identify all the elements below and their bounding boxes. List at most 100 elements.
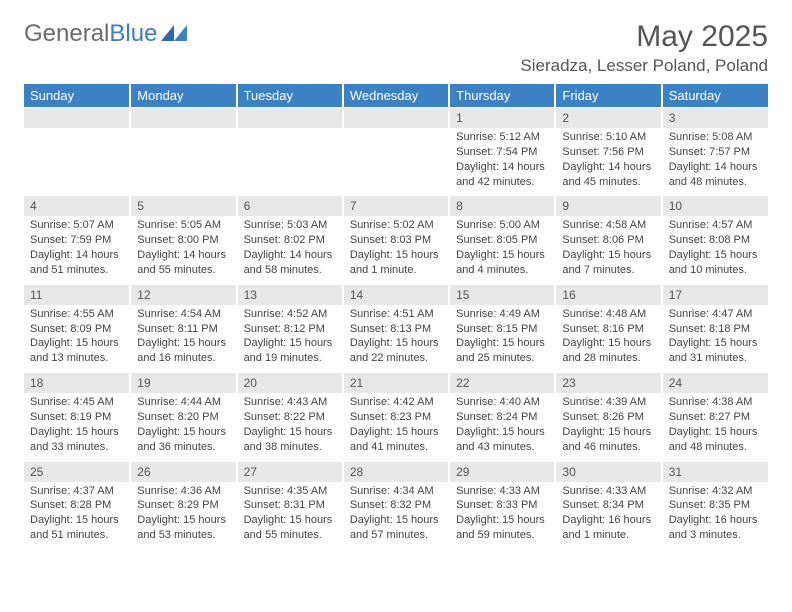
daylight-text: Daylight: 15 hours and 25 minutes. xyxy=(456,336,548,366)
date-number-row: 18192021222324 xyxy=(24,373,768,394)
day-number: 23 xyxy=(555,373,661,394)
day-number: 2 xyxy=(555,108,661,129)
day-info: Sunrise: 4:42 AMSunset: 8:23 PMDaylight:… xyxy=(343,393,449,461)
day-info: Sunrise: 4:49 AMSunset: 8:15 PMDaylight:… xyxy=(449,305,555,373)
day-number: 29 xyxy=(449,461,555,482)
sunrise-text: Sunrise: 5:10 AM xyxy=(562,130,654,145)
daylight-text: Daylight: 15 hours and 31 minutes. xyxy=(669,336,762,366)
sunrise-text: Sunrise: 4:42 AM xyxy=(350,395,442,410)
day-info: Sunrise: 4:33 AMSunset: 8:33 PMDaylight:… xyxy=(449,482,555,549)
sunrise-text: Sunrise: 4:37 AM xyxy=(30,484,123,499)
calendar-table: SundayMondayTuesdayWednesdayThursdayFrid… xyxy=(24,84,768,549)
daylight-text: Daylight: 14 hours and 42 minutes. xyxy=(456,160,548,190)
sunrise-text: Sunrise: 4:34 AM xyxy=(350,484,442,499)
sunset-text: Sunset: 7:59 PM xyxy=(30,233,123,248)
day-number: 14 xyxy=(343,284,449,305)
sunrise-text: Sunrise: 5:12 AM xyxy=(456,130,548,145)
sunset-text: Sunset: 8:19 PM xyxy=(30,410,123,425)
sunset-text: Sunset: 8:11 PM xyxy=(137,322,229,337)
day-number: 16 xyxy=(555,284,661,305)
sunrise-text: Sunrise: 4:47 AM xyxy=(669,307,762,322)
daylight-text: Daylight: 15 hours and 43 minutes. xyxy=(456,425,548,455)
day-number: 17 xyxy=(662,284,768,305)
sunset-text: Sunset: 8:29 PM xyxy=(137,498,229,513)
daylight-text: Daylight: 15 hours and 57 minutes. xyxy=(350,513,442,543)
date-info-row: Sunrise: 4:37 AMSunset: 8:28 PMDaylight:… xyxy=(24,482,768,549)
day-number: 10 xyxy=(662,196,768,217)
sunset-text: Sunset: 8:34 PM xyxy=(562,498,654,513)
triangle-icon xyxy=(161,20,187,48)
day-number: 7 xyxy=(343,196,449,217)
day-header: Saturday xyxy=(662,84,768,108)
sunset-text: Sunset: 8:05 PM xyxy=(456,233,548,248)
daylight-text: Daylight: 15 hours and 59 minutes. xyxy=(456,513,548,543)
day-info: Sunrise: 4:57 AMSunset: 8:08 PMDaylight:… xyxy=(662,216,768,284)
day-header: Friday xyxy=(555,84,661,108)
day-header: Tuesday xyxy=(237,84,343,108)
day-info: Sunrise: 4:34 AMSunset: 8:32 PMDaylight:… xyxy=(343,482,449,549)
day-info: Sunrise: 5:00 AMSunset: 8:05 PMDaylight:… xyxy=(449,216,555,284)
day-number: 6 xyxy=(237,196,343,217)
sunset-text: Sunset: 8:33 PM xyxy=(456,498,548,513)
day-header: Sunday xyxy=(24,84,130,108)
sunset-text: Sunset: 8:13 PM xyxy=(350,322,442,337)
sunset-text: Sunset: 7:54 PM xyxy=(456,145,548,160)
date-number-row: 11121314151617 xyxy=(24,284,768,305)
daylight-text: Daylight: 14 hours and 45 minutes. xyxy=(562,160,654,190)
daylight-text: Daylight: 16 hours and 1 minute. xyxy=(562,513,654,543)
sunrise-text: Sunrise: 4:54 AM xyxy=(137,307,229,322)
daylight-text: Daylight: 14 hours and 58 minutes. xyxy=(244,248,336,278)
sunset-text: Sunset: 8:03 PM xyxy=(350,233,442,248)
day-header: Wednesday xyxy=(343,84,449,108)
sunset-text: Sunset: 8:06 PM xyxy=(562,233,654,248)
daylight-text: Daylight: 15 hours and 41 minutes. xyxy=(350,425,442,455)
day-number: 25 xyxy=(24,461,130,482)
day-number: 1 xyxy=(449,108,555,129)
day-number: 30 xyxy=(555,461,661,482)
sunset-text: Sunset: 8:12 PM xyxy=(244,322,336,337)
sunrise-text: Sunrise: 5:02 AM xyxy=(350,218,442,233)
daylight-text: Daylight: 15 hours and 53 minutes. xyxy=(137,513,229,543)
sunrise-text: Sunrise: 4:45 AM xyxy=(30,395,123,410)
daylight-text: Daylight: 15 hours and 19 minutes. xyxy=(244,336,336,366)
daylight-text: Daylight: 15 hours and 28 minutes. xyxy=(562,336,654,366)
sunset-text: Sunset: 8:23 PM xyxy=(350,410,442,425)
sunrise-text: Sunrise: 4:44 AM xyxy=(137,395,229,410)
daylight-text: Daylight: 14 hours and 55 minutes. xyxy=(137,248,229,278)
daylight-text: Daylight: 15 hours and 16 minutes. xyxy=(137,336,229,366)
sunrise-text: Sunrise: 4:38 AM xyxy=(669,395,762,410)
sunset-text: Sunset: 8:31 PM xyxy=(244,498,336,513)
day-number xyxy=(24,108,130,129)
daylight-text: Daylight: 16 hours and 3 minutes. xyxy=(669,513,762,543)
day-info: Sunrise: 5:03 AMSunset: 8:02 PMDaylight:… xyxy=(237,216,343,284)
day-number: 24 xyxy=(662,373,768,394)
day-info: Sunrise: 4:37 AMSunset: 8:28 PMDaylight:… xyxy=(24,482,130,549)
day-info: Sunrise: 5:10 AMSunset: 7:56 PMDaylight:… xyxy=(555,128,661,196)
day-number xyxy=(237,108,343,129)
daylight-text: Daylight: 15 hours and 22 minutes. xyxy=(350,336,442,366)
day-number: 31 xyxy=(662,461,768,482)
day-header: Monday xyxy=(130,84,236,108)
day-info: Sunrise: 4:36 AMSunset: 8:29 PMDaylight:… xyxy=(130,482,236,549)
day-number: 3 xyxy=(662,108,768,129)
daylight-text: Daylight: 15 hours and 7 minutes. xyxy=(562,248,654,278)
daylight-text: Daylight: 15 hours and 13 minutes. xyxy=(30,336,123,366)
day-info: Sunrise: 4:40 AMSunset: 8:24 PMDaylight:… xyxy=(449,393,555,461)
day-number: 5 xyxy=(130,196,236,217)
day-info: Sunrise: 5:12 AMSunset: 7:54 PMDaylight:… xyxy=(449,128,555,196)
date-number-row: 123 xyxy=(24,108,768,129)
sunrise-text: Sunrise: 5:05 AM xyxy=(137,218,229,233)
daylight-text: Daylight: 15 hours and 1 minute. xyxy=(350,248,442,278)
sunset-text: Sunset: 8:32 PM xyxy=(350,498,442,513)
sunrise-text: Sunrise: 4:52 AM xyxy=(244,307,336,322)
day-number: 9 xyxy=(555,196,661,217)
day-info xyxy=(24,128,130,196)
daylight-text: Daylight: 15 hours and 48 minutes. xyxy=(669,425,762,455)
day-header: Thursday xyxy=(449,84,555,108)
daylight-text: Daylight: 15 hours and 38 minutes. xyxy=(244,425,336,455)
day-number: 22 xyxy=(449,373,555,394)
daylight-text: Daylight: 15 hours and 4 minutes. xyxy=(456,248,548,278)
sunrise-text: Sunrise: 4:39 AM xyxy=(562,395,654,410)
daylight-text: Daylight: 15 hours and 46 minutes. xyxy=(562,425,654,455)
day-info: Sunrise: 5:08 AMSunset: 7:57 PMDaylight:… xyxy=(662,128,768,196)
